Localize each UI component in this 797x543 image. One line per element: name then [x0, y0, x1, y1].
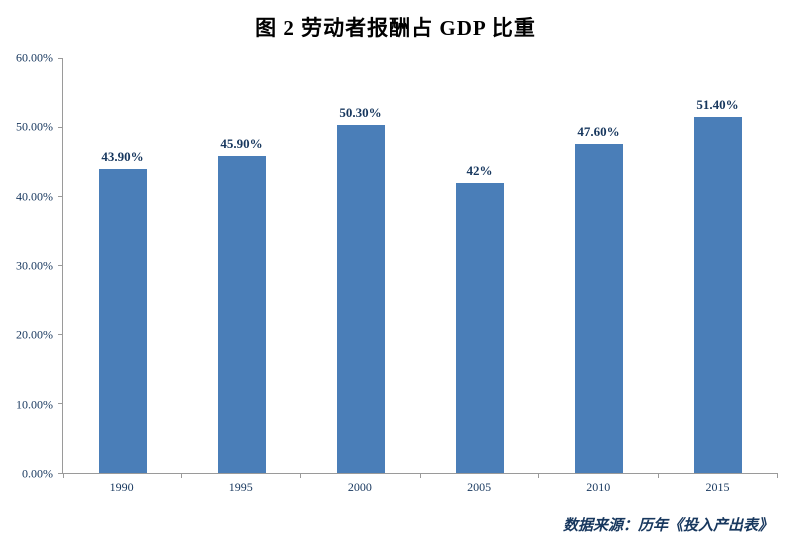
x-axis-tick — [300, 473, 302, 478]
y-axis: 0.00% 10.00% 20.00% 30.00% 40.00% 50.00% 60.00… — [8, 51, 62, 481]
x-axis-label-1995: 1995 — [228, 480, 253, 494]
bar-value-label: 47.60% — [577, 123, 620, 139]
bar-value-label: 43.90% — [101, 149, 144, 165]
bar-1990 — [98, 169, 147, 473]
x-axis-tick — [776, 473, 778, 478]
bar-value-label: 42% — [466, 162, 493, 178]
x-axis-spacer — [8, 480, 62, 495]
y-axis-tick-label: 0.00% — [22, 466, 53, 481]
bar-1995 — [217, 155, 266, 473]
x-axis-tick — [62, 473, 64, 478]
y-axis-tick-label: 10.00% — [16, 397, 53, 412]
bar-group-2005: 42% — [420, 58, 539, 473]
bar-group-1990: 43.90% — [63, 58, 182, 473]
y-axis-tick — [58, 472, 63, 474]
x-axis-label-2015: 2015 — [705, 480, 730, 494]
bar-chart: 0.00% 10.00% 20.00% 30.00% 40.00% 50.00% 60.00… — [8, 51, 783, 502]
y-axis-tick — [58, 57, 63, 59]
bar-value-label: 51.40% — [696, 97, 739, 113]
y-axis-tick — [58, 265, 63, 266]
x-axis-label-2010: 2010 — [586, 480, 611, 494]
x-axis-label-2000: 2000 — [347, 480, 372, 494]
x-axis-label-1990: 1990 — [109, 480, 134, 494]
x-axis-tick — [538, 473, 540, 478]
source-note: 数据来源：历年《投入产出表》 — [562, 518, 773, 534]
bar-column: 47.60% — [574, 58, 623, 473]
bar-group-2000: 50.30% — [301, 58, 420, 473]
y-axis-tick-label: 40.00% — [16, 189, 53, 204]
bar-2000 — [336, 125, 385, 473]
bar-column: 50.30% — [336, 58, 385, 473]
bar-column: 42% — [455, 58, 504, 473]
bar-2005 — [455, 182, 504, 473]
bar-value-label: 45.90% — [220, 135, 263, 151]
bar-column: 51.40% — [693, 58, 742, 473]
bar-value-label: 50.30% — [339, 105, 382, 121]
x-axis-label-2005: 2005 — [467, 480, 492, 494]
bar-column: 43.90% — [98, 58, 147, 473]
x-axis-tick — [657, 473, 659, 478]
y-axis-tick — [58, 334, 63, 336]
y-axis-tick — [58, 126, 63, 128]
bar-group-2010: 47.60% — [539, 58, 658, 473]
x-axis-tick — [419, 473, 421, 478]
x-axis: 1990 1995 2000 2005 2010 2015 — [62, 480, 777, 495]
bar-group-2015: 51.40% — [658, 58, 777, 473]
x-axis-tick — [181, 473, 183, 478]
y-axis-tick-label: 20.00% — [16, 327, 53, 342]
bar-2010 — [574, 143, 623, 473]
y-axis-tick — [58, 403, 63, 405]
y-axis-tick-label: 30.00% — [16, 258, 53, 273]
chart-title: 图 2 劳动者报酬占 GDP 比重 — [255, 16, 536, 40]
plot-area: 43.90% 45.90% 50.30% 42% 47.60% 51.40% — [58, 57, 778, 478]
y-axis-tick-label: 60.00% — [16, 50, 53, 65]
bar-2015 — [693, 117, 742, 473]
y-axis-tick — [58, 195, 63, 197]
y-axis-tick-label: 50.00% — [16, 119, 53, 134]
bar-group-1995: 45.90% — [182, 58, 301, 473]
bar-column: 45.90% — [217, 58, 266, 473]
x-axis-row: 1990 1995 2000 2005 2010 2015 — [8, 480, 777, 495]
plot-row: 0.00% 10.00% 20.00% 30.00% 40.00% 50.00% 60.00… — [8, 51, 778, 481]
